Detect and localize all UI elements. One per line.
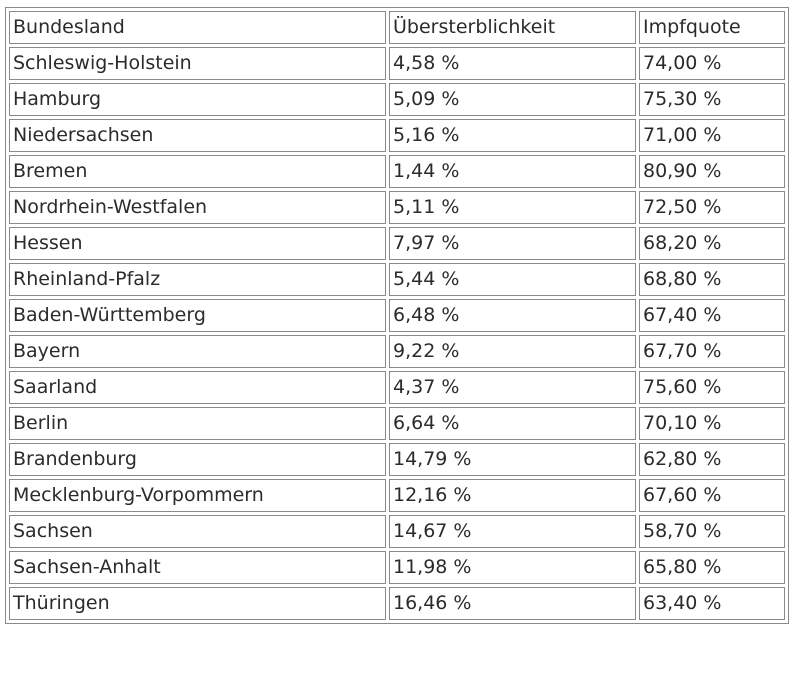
table-row: Sachsen-Anhalt 11,98 % 65,80 % [9,551,785,584]
cell-impfquote: 80,90 % [639,155,785,188]
cell-impfquote: 74,00 % [639,47,785,80]
table-row: Bayern 9,22 % 67,70 % [9,335,785,368]
cell-impfquote: 72,50 % [639,191,785,224]
cell-bundesland: Niedersachsen [9,119,386,152]
cell-impfquote: 68,80 % [639,263,785,296]
cell-uebersterblichkeit: 6,48 % [389,299,636,332]
table-header-row: Bundesland Übersterblichkeit Impfquote [9,11,785,44]
cell-bundesland: Mecklenburg-Vorpommern [9,479,386,512]
table-row: Niedersachsen 5,16 % 71,00 % [9,119,785,152]
table-row: Sachsen 14,67 % 58,70 % [9,515,785,548]
cell-bundesland: Baden-Württemberg [9,299,386,332]
table-row: Mecklenburg-Vorpommern 12,16 % 67,60 % [9,479,785,512]
cell-bundesland: Hessen [9,227,386,260]
cell-uebersterblichkeit: 5,09 % [389,83,636,116]
table-row: Hessen 7,97 % 68,20 % [9,227,785,260]
table-row: Rheinland-Pfalz 5,44 % 68,80 % [9,263,785,296]
cell-bundesland: Hamburg [9,83,386,116]
cell-bundesland: Rheinland-Pfalz [9,263,386,296]
cell-bundesland: Berlin [9,407,386,440]
header-uebersterblichkeit: Übersterblichkeit [389,11,636,44]
header-bundesland: Bundesland [9,11,386,44]
cell-impfquote: 67,40 % [639,299,785,332]
cell-uebersterblichkeit: 6,64 % [389,407,636,440]
cell-impfquote: 67,70 % [639,335,785,368]
table-row: Brandenburg 14,79 % 62,80 % [9,443,785,476]
cell-impfquote: 68,20 % [639,227,785,260]
cell-bundesland: Brandenburg [9,443,386,476]
cell-impfquote: 71,00 % [639,119,785,152]
cell-impfquote: 62,80 % [639,443,785,476]
cell-bundesland: Nordrhein-Westfalen [9,191,386,224]
cell-uebersterblichkeit: 12,16 % [389,479,636,512]
cell-uebersterblichkeit: 16,46 % [389,587,636,620]
cell-uebersterblichkeit: 1,44 % [389,155,636,188]
data-table: Bundesland Übersterblichkeit Impfquote S… [5,7,789,624]
cell-bundesland: Thüringen [9,587,386,620]
table-row: Thüringen 16,46 % 63,40 % [9,587,785,620]
cell-uebersterblichkeit: 9,22 % [389,335,636,368]
cell-uebersterblichkeit: 4,37 % [389,371,636,404]
cell-impfquote: 75,60 % [639,371,785,404]
table-row: Nordrhein-Westfalen 5,11 % 72,50 % [9,191,785,224]
cell-impfquote: 70,10 % [639,407,785,440]
table-container: Bundesland Übersterblichkeit Impfquote S… [5,7,789,624]
cell-uebersterblichkeit: 5,16 % [389,119,636,152]
cell-uebersterblichkeit: 7,97 % [389,227,636,260]
table-row: Saarland 4,37 % 75,60 % [9,371,785,404]
table-row: Schleswig-Holstein 4,58 % 74,00 % [9,47,785,80]
cell-uebersterblichkeit: 14,79 % [389,443,636,476]
table-row: Baden-Württemberg 6,48 % 67,40 % [9,299,785,332]
table-row: Bremen 1,44 % 80,90 % [9,155,785,188]
cell-bundesland: Saarland [9,371,386,404]
cell-impfquote: 65,80 % [639,551,785,584]
cell-uebersterblichkeit: 14,67 % [389,515,636,548]
header-impfquote: Impfquote [639,11,785,44]
table-body: Bundesland Übersterblichkeit Impfquote S… [9,11,785,620]
cell-impfquote: 67,60 % [639,479,785,512]
cell-impfquote: 75,30 % [639,83,785,116]
cell-uebersterblichkeit: 5,44 % [389,263,636,296]
cell-bundesland: Schleswig-Holstein [9,47,386,80]
cell-uebersterblichkeit: 4,58 % [389,47,636,80]
cell-bundesland: Sachsen-Anhalt [9,551,386,584]
cell-uebersterblichkeit: 11,98 % [389,551,636,584]
cell-uebersterblichkeit: 5,11 % [389,191,636,224]
cell-impfquote: 63,40 % [639,587,785,620]
cell-bundesland: Bremen [9,155,386,188]
table-row: Berlin 6,64 % 70,10 % [9,407,785,440]
cell-bundesland: Sachsen [9,515,386,548]
cell-bundesland: Bayern [9,335,386,368]
cell-impfquote: 58,70 % [639,515,785,548]
table-row: Hamburg 5,09 % 75,30 % [9,83,785,116]
